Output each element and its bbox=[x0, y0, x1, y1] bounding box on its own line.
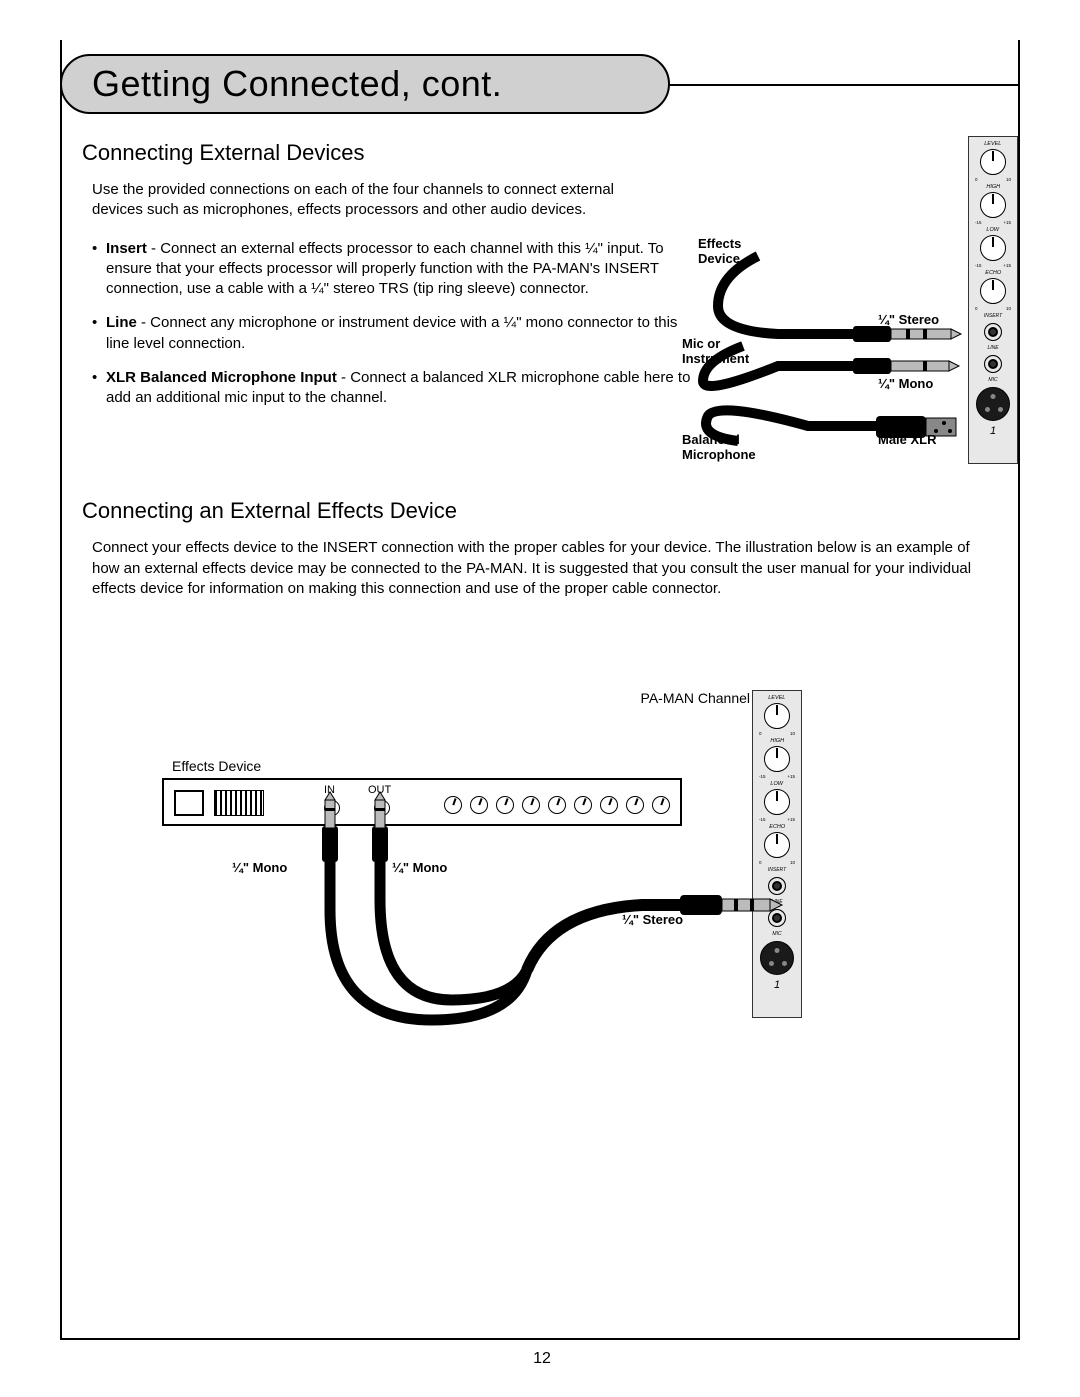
echo-knob bbox=[764, 832, 790, 858]
jack-label: MIC bbox=[772, 931, 781, 937]
jack-label: LINE bbox=[987, 345, 998, 351]
page-title-tab: Getting Connected, cont. bbox=[60, 54, 670, 114]
bullet-term: XLR Balanced Microphone Input bbox=[106, 369, 337, 386]
bullet-text: - Connect an external effects processor … bbox=[106, 240, 664, 298]
bullet-term: Line bbox=[106, 314, 137, 331]
effects-device-box: IN OUT bbox=[162, 778, 682, 826]
fx-knob-icon bbox=[444, 796, 462, 814]
jack-label: LINE bbox=[771, 899, 782, 905]
knob-label: ECHO bbox=[769, 824, 785, 830]
line-jack bbox=[768, 909, 786, 927]
insert-jack bbox=[768, 877, 786, 895]
low-knob bbox=[764, 789, 790, 815]
knob-scale: -15+15 bbox=[969, 220, 1017, 225]
mic-xlr-jack bbox=[976, 387, 1010, 421]
knob-scale: 010 bbox=[969, 177, 1017, 182]
label-quarter-mono: ¼" Mono bbox=[878, 376, 933, 391]
high-knob bbox=[980, 192, 1006, 218]
fx-knob-icon bbox=[626, 796, 644, 814]
fx-knob-icon bbox=[548, 796, 566, 814]
level-knob bbox=[980, 149, 1006, 175]
channel-strip: LEVEL 010 HIGH -15+15 LOW -15+15 ECHO 01… bbox=[752, 690, 802, 1018]
trs-plug-icon bbox=[718, 256, 961, 342]
knob-label: HIGH bbox=[986, 184, 1000, 190]
page-frame: Connecting External Devices Use the prov… bbox=[60, 40, 1020, 1340]
knob-scale: 010 bbox=[753, 860, 801, 865]
knob-scale: 010 bbox=[969, 306, 1017, 311]
label-balanced-mic: Balanced Microphone bbox=[682, 432, 782, 462]
diagram-connections: LEVEL 010 HIGH -15+15 LOW -15+15 ECHO 01… bbox=[688, 136, 1018, 476]
label-in: IN bbox=[324, 784, 335, 796]
knob-label: LOW bbox=[987, 227, 1000, 233]
section1-intro: Use the provided connections on each of … bbox=[92, 180, 652, 221]
label-male-xlr: Male XLR bbox=[878, 432, 937, 447]
bullet-xlr: XLR Balanced Microphone Input - Connect … bbox=[92, 368, 692, 409]
label-quarter-stereo: ¼" Stereo bbox=[622, 912, 683, 927]
label-mic-instrument: Mic or Instrument bbox=[682, 336, 772, 366]
content-area: Connecting External Devices Use the prov… bbox=[82, 140, 1002, 617]
channel-number: 1 bbox=[774, 979, 780, 991]
bullet-term: Insert bbox=[106, 240, 147, 257]
diagram-effects-routing: Effects Device IN OUT PA-MAN Channel LEV… bbox=[82, 680, 1002, 1140]
line-jack bbox=[984, 355, 1002, 373]
bullet-insert: Insert - Connect an external effects pro… bbox=[92, 239, 692, 300]
fx-knob-icon bbox=[522, 796, 540, 814]
label-effects-device: Effects Device bbox=[172, 758, 261, 774]
section2-intro: Connect your effects device to the INSER… bbox=[92, 538, 992, 599]
label-out: OUT bbox=[368, 784, 391, 796]
label-quarter-stereo: ¼" Stereo bbox=[878, 312, 939, 327]
fx-display-icon bbox=[174, 790, 204, 816]
bullet-text: - Connect any microphone or instrument d… bbox=[106, 314, 677, 351]
label-effects-device: Effects Device bbox=[698, 236, 758, 266]
page-number: 12 bbox=[62, 1350, 1022, 1368]
fx-knob-icon bbox=[496, 796, 514, 814]
section1-bullets: Insert - Connect an external effects pro… bbox=[92, 239, 692, 409]
jack-label: INSERT bbox=[768, 867, 786, 873]
high-knob bbox=[764, 746, 790, 772]
low-knob bbox=[980, 235, 1006, 261]
jack-label: INSERT bbox=[984, 313, 1002, 319]
jack-label: MIC bbox=[988, 377, 997, 383]
knob-label: LEVEL bbox=[984, 141, 1001, 147]
knob-scale: -15+15 bbox=[753, 774, 801, 779]
echo-knob bbox=[980, 278, 1006, 304]
insert-jack bbox=[984, 323, 1002, 341]
fx-knob-icon bbox=[574, 796, 592, 814]
fx-knob-icon bbox=[600, 796, 618, 814]
mic-xlr-jack bbox=[760, 941, 794, 975]
fx-knob-icon bbox=[652, 796, 670, 814]
y-cable-svg bbox=[82, 680, 1002, 1140]
fx-knob-icon bbox=[470, 796, 488, 814]
label-paman-channel: PA-MAN Channel bbox=[641, 690, 750, 707]
label-quarter-mono: ¼" Mono bbox=[392, 860, 447, 875]
knob-label: HIGH bbox=[770, 738, 784, 744]
fx-vent-icon bbox=[214, 790, 264, 816]
fx-out-jack bbox=[374, 800, 390, 816]
knob-label: LEVEL bbox=[768, 695, 785, 701]
channel-strip: LEVEL 010 HIGH -15+15 LOW -15+15 ECHO 01… bbox=[968, 136, 1018, 464]
page-title: Getting Connected, cont. bbox=[92, 63, 502, 105]
knob-scale: 010 bbox=[753, 731, 801, 736]
knob-label: LOW bbox=[771, 781, 784, 787]
knob-label: ECHO bbox=[985, 270, 1001, 276]
label-quarter-mono: ¼" Mono bbox=[232, 860, 287, 875]
bullet-line: Line - Connect any microphone or instrum… bbox=[92, 313, 692, 354]
level-knob bbox=[764, 703, 790, 729]
section2: Connecting an External Effects Device Co… bbox=[82, 498, 1002, 599]
knob-scale: -15+15 bbox=[969, 263, 1017, 268]
fx-in-jack bbox=[324, 800, 340, 816]
section2-heading: Connecting an External Effects Device bbox=[82, 498, 1002, 524]
knob-scale: -15+15 bbox=[753, 817, 801, 822]
channel-number: 1 bbox=[990, 425, 996, 437]
